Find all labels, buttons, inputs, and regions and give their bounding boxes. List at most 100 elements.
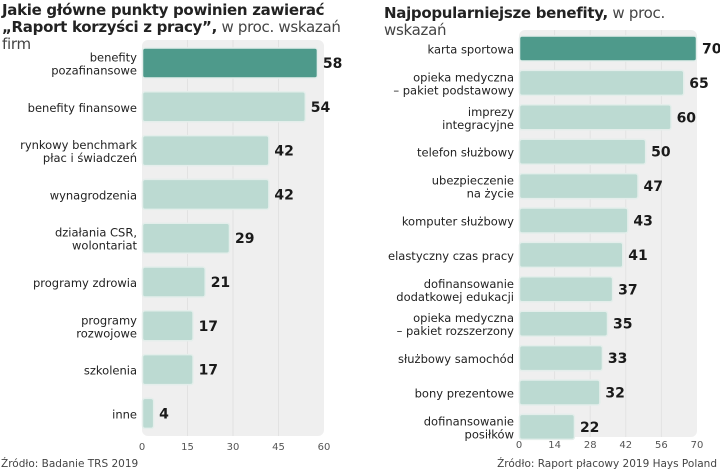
x-tick-label: 42	[619, 440, 632, 451]
category-label-line: karta sportowa	[428, 42, 515, 56]
bar	[518, 413, 576, 441]
category-label: programy rozwojowe	[76, 313, 137, 340]
x-tick-label: 60	[318, 442, 331, 453]
category-label: ubezpieczenie na życie	[432, 173, 514, 200]
category-label: elastyczny czas pracy	[388, 248, 514, 262]
category-label-line: dofinansowanie	[424, 276, 514, 290]
category-label: opieka medyczna – pakiet podstawowy	[393, 70, 514, 97]
category-label-line: ubezpieczenie	[432, 173, 514, 187]
value-label: 17	[199, 319, 218, 335]
left-chart: 0 15 30 45 60 58 benefity pozafinansowe 54 benefi…	[20, 40, 342, 453]
bar	[141, 91, 307, 123]
left-chart-title: Jakie główne punkty powinien zawierać „R…	[2, 2, 362, 53]
bar	[518, 172, 639, 200]
right-chart: 0 14 28 42 56 70 70 karta sportowa 65 opieka medy…	[388, 30, 720, 451]
category-label: wynagrodzenia	[50, 188, 137, 202]
bar	[141, 310, 194, 342]
category-label: rynkowy benchmark płac i świadczeń	[20, 138, 137, 165]
value-label: 33	[608, 351, 627, 367]
bar	[518, 276, 614, 303]
bar	[518, 379, 601, 406]
value-label: 41	[628, 248, 647, 264]
bar	[141, 353, 194, 386]
category-label: karta sportowa	[428, 42, 515, 56]
category-label-line: telefon służbowy	[417, 145, 514, 159]
x-tick-label: 0	[516, 440, 522, 451]
bar	[141, 266, 206, 298]
value-label: 60	[677, 110, 697, 126]
category-label: bony prezentowe	[415, 386, 514, 400]
left-title-subtitle: w proc. wskazań firm	[2, 18, 341, 53]
category-label: dofinansowanie dodatkowej edukacji	[396, 276, 514, 303]
value-label: 42	[274, 187, 293, 203]
right-title-subtitle: w proc. wskazań	[384, 4, 665, 39]
category-label-line: opieka medyczna	[413, 311, 514, 325]
x-tick-label: 0	[139, 442, 145, 453]
value-label: 17	[199, 363, 218, 379]
bar	[518, 310, 609, 337]
category-label: opieka medyczna – pakiet rozszerzony	[397, 311, 515, 338]
left-title-line-1: Jakie główne punkty powinien zawierać	[2, 1, 325, 19]
category-label-line: służbowy samochód	[398, 352, 514, 366]
value-label: 4	[159, 406, 169, 422]
category-label-line: opieka medyczna	[413, 70, 514, 84]
category-label-line: bony prezentowe	[415, 386, 514, 400]
right-title-line-1: Najpopularniejsze benefity,	[384, 4, 608, 22]
value-label: 47	[644, 179, 663, 195]
category-label-line: na życie	[467, 186, 514, 200]
value-label: 29	[235, 231, 254, 247]
right-chart-title: Najpopularniejsze benefity, w proc. wska…	[384, 5, 720, 39]
category-label-line: benefity finansowe	[28, 100, 137, 114]
left-chart-source: Źródło: Badanie TRS 2019	[1, 458, 139, 470]
category-label: inne	[112, 407, 137, 421]
category-label-line: benefity	[90, 50, 137, 64]
category-label-line: komputer służbowy	[402, 214, 514, 228]
left-title-line-2: „Raport korzyści z pracy”,	[2, 18, 217, 36]
bar	[141, 47, 319, 79]
x-tick-label: 70	[691, 440, 704, 451]
bar	[518, 138, 647, 165]
bar	[141, 397, 155, 430]
value-label: 37	[618, 282, 637, 298]
category-label: benefity finansowe	[28, 100, 137, 114]
value-label: 50	[651, 145, 671, 161]
category-label-line: płac i świadczeń	[43, 151, 137, 165]
bar	[518, 69, 685, 97]
category-label-line: inne	[112, 407, 137, 421]
right-chart-source: Źródło: Raport płacowy 2019 Hays Poland	[497, 458, 717, 470]
category-label-line: dodatkowej edukacji	[396, 289, 514, 303]
category-label-line: – pakiet rozszerzony	[397, 324, 515, 338]
value-label: 70	[702, 42, 720, 58]
category-label-line: pozafinansowe	[51, 63, 137, 77]
category-label: komputer służbowy	[402, 214, 514, 228]
category-label-line: programy	[81, 313, 137, 327]
value-label: 35	[613, 317, 632, 333]
bar	[518, 344, 604, 372]
category-label: działania CSR, wolontariat	[55, 225, 138, 252]
value-label: 42	[274, 144, 293, 160]
category-label-line: rozwojowe	[76, 326, 137, 340]
category-label-line: dofinansowanie	[424, 414, 514, 428]
category-label: służbowy samochód	[398, 352, 514, 366]
category-label: programy zdrowia	[33, 276, 137, 290]
bar	[518, 241, 624, 269]
x-tick-label: 15	[181, 442, 194, 453]
category-label: benefity pozafinansowe	[51, 50, 137, 77]
value-label: 65	[689, 76, 708, 92]
value-label: 54	[311, 100, 331, 116]
category-label-line: – pakiet podstawowy	[393, 83, 514, 97]
category-label-line: szkolenia	[84, 363, 137, 377]
category-label-line: elastyczny czas pracy	[388, 248, 514, 262]
value-label: 22	[580, 420, 599, 436]
value-label: 21	[211, 275, 230, 291]
category-label-line: działania CSR,	[55, 225, 137, 239]
bar	[141, 134, 270, 167]
x-tick-label: 28	[584, 440, 597, 451]
category-label: dofinansowanie posiłków	[424, 414, 514, 441]
category-label-line: imprezy	[468, 104, 514, 118]
category-label: szkolenia	[84, 363, 137, 377]
x-tick-label: 14	[548, 440, 561, 451]
category-label-line: wolontariat	[72, 238, 137, 252]
category-label-line: posiłków	[465, 427, 514, 441]
x-tick-label: 45	[272, 442, 285, 453]
